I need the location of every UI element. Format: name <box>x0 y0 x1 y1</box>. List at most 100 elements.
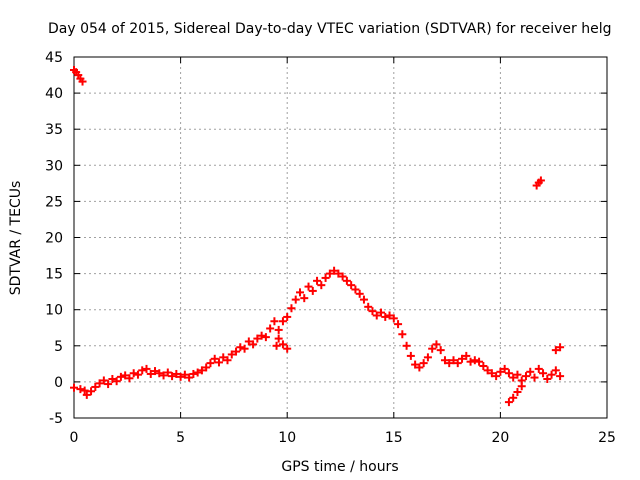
data-point <box>334 269 343 278</box>
data-point <box>313 276 322 285</box>
data-point <box>185 373 194 382</box>
data-point <box>394 320 403 329</box>
data-point <box>278 340 287 349</box>
data-point <box>104 380 113 389</box>
data-point <box>504 369 513 378</box>
data-point <box>274 325 283 334</box>
data-point <box>445 359 454 368</box>
data-point <box>180 370 189 379</box>
data-point <box>453 359 462 368</box>
data-point <box>257 331 266 340</box>
data-point <box>330 266 339 275</box>
data-point <box>342 276 351 285</box>
data-point <box>423 353 432 362</box>
data-point <box>398 330 407 339</box>
data-point <box>547 370 556 379</box>
data-point <box>500 364 509 373</box>
data-point <box>87 387 96 396</box>
y-tick-label: 45 <box>45 50 63 66</box>
data-point <box>283 344 292 353</box>
data-point <box>556 343 565 352</box>
data-point <box>244 337 253 346</box>
y-tick-label: -5 <box>49 411 63 427</box>
data-point <box>432 340 441 349</box>
y-tick-label: 25 <box>45 194 63 210</box>
data-point <box>347 281 356 290</box>
data-point <box>82 390 91 399</box>
x-axis-label: GPS time / hours <box>281 459 398 475</box>
data-point <box>189 369 198 378</box>
data-point <box>112 377 121 386</box>
data-point <box>521 372 530 381</box>
data-point <box>138 366 147 375</box>
data-point <box>70 383 78 392</box>
data-point <box>295 288 304 297</box>
data-point <box>193 368 202 377</box>
data-point <box>155 369 164 378</box>
data-point <box>372 311 381 320</box>
data-point <box>402 341 411 350</box>
data-point <box>534 364 543 373</box>
data-point <box>389 314 398 323</box>
data-point <box>95 379 104 388</box>
y-tick-label: 10 <box>45 303 63 319</box>
y-tick-label: 30 <box>45 158 63 174</box>
data-point <box>133 370 142 379</box>
data-point <box>419 359 428 368</box>
data-point <box>355 289 364 298</box>
data-point <box>428 344 437 353</box>
data-point <box>163 368 172 377</box>
data-point <box>240 344 249 353</box>
data-point <box>274 334 283 343</box>
data-point <box>539 369 548 378</box>
y-tick-label: 0 <box>54 375 63 391</box>
data-point <box>411 360 420 369</box>
y-tick-label: 35 <box>45 122 63 138</box>
data-point <box>530 373 539 382</box>
data-point <box>325 269 334 278</box>
x-tick-label: 10 <box>278 430 296 446</box>
data-point <box>300 294 309 303</box>
data-point <box>479 362 488 371</box>
data-point <box>91 382 100 391</box>
data-point <box>261 333 270 342</box>
data-point <box>487 369 496 378</box>
grid-lines <box>74 57 607 418</box>
data-point <box>99 376 108 385</box>
data-point <box>76 385 85 394</box>
data-point <box>202 363 211 372</box>
data-point <box>172 369 181 378</box>
data-point <box>556 372 565 381</box>
data-point <box>227 350 236 359</box>
data-point <box>385 311 394 320</box>
data-point <box>377 308 386 317</box>
data-point <box>415 363 424 372</box>
data-point <box>406 351 415 360</box>
data-point <box>116 372 125 381</box>
data-point <box>526 367 535 376</box>
data-point <box>449 356 458 365</box>
data-point <box>249 340 258 349</box>
data-point <box>214 358 223 367</box>
data-point <box>462 351 471 360</box>
y-tick-label: 40 <box>45 86 63 102</box>
data-point <box>219 353 228 362</box>
y-axis-label: SDTVAR / TECUs <box>8 181 24 296</box>
data-point <box>364 302 373 311</box>
data-point <box>483 366 492 375</box>
data-point <box>223 356 232 365</box>
data-point <box>78 77 87 86</box>
data-point <box>466 357 475 366</box>
data-point <box>108 375 117 384</box>
data-point <box>359 295 368 304</box>
data-point <box>304 282 313 291</box>
data-point <box>159 371 168 380</box>
data-point <box>266 324 275 333</box>
data-points <box>70 65 565 407</box>
data-point <box>513 370 522 379</box>
data-point <box>129 369 138 378</box>
data-point <box>381 312 390 321</box>
data-point <box>513 388 522 397</box>
data-point <box>197 366 206 375</box>
data-point <box>351 285 360 294</box>
